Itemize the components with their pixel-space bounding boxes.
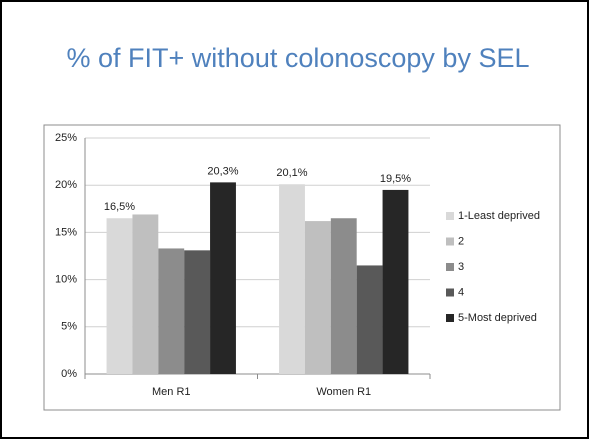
bar (210, 182, 236, 374)
bar (304, 221, 331, 374)
legend-swatch (446, 263, 454, 271)
legend-label: 4 (458, 286, 464, 298)
value-label: 19,5% (380, 173, 411, 185)
y-tick-label: 20% (55, 179, 77, 191)
legend-label: 3 (458, 261, 464, 273)
value-label: 20,3% (207, 165, 238, 177)
bar (382, 189, 409, 374)
y-tick-label: 10% (55, 274, 77, 286)
value-label: 16,5% (104, 201, 135, 213)
y-tick-label: 15% (55, 226, 77, 238)
bar (106, 218, 133, 374)
x-tick-label: Men R1 (152, 386, 191, 398)
bar (158, 248, 185, 374)
bar (279, 184, 305, 374)
legend-label: 5-Most deprived (458, 312, 537, 324)
y-tick-label: 5% (61, 321, 77, 333)
y-tick-label: 25% (55, 132, 77, 144)
x-tick-label: Women R1 (316, 386, 371, 398)
bar (184, 250, 211, 374)
y-tick-label: 0% (61, 368, 77, 380)
legend-swatch (446, 212, 454, 220)
bar (330, 218, 357, 374)
slide-title: % of FIT+ without colonoscopy by SEL (67, 43, 530, 73)
legend-label: 2 (458, 235, 464, 247)
legend-swatch (446, 237, 454, 246)
legend-swatch (446, 314, 454, 322)
legend-label: 1-Least deprived (458, 210, 540, 222)
bar (132, 214, 159, 374)
value-label: 20,1% (276, 167, 307, 179)
legend-swatch (446, 288, 454, 297)
bar (356, 265, 383, 374)
